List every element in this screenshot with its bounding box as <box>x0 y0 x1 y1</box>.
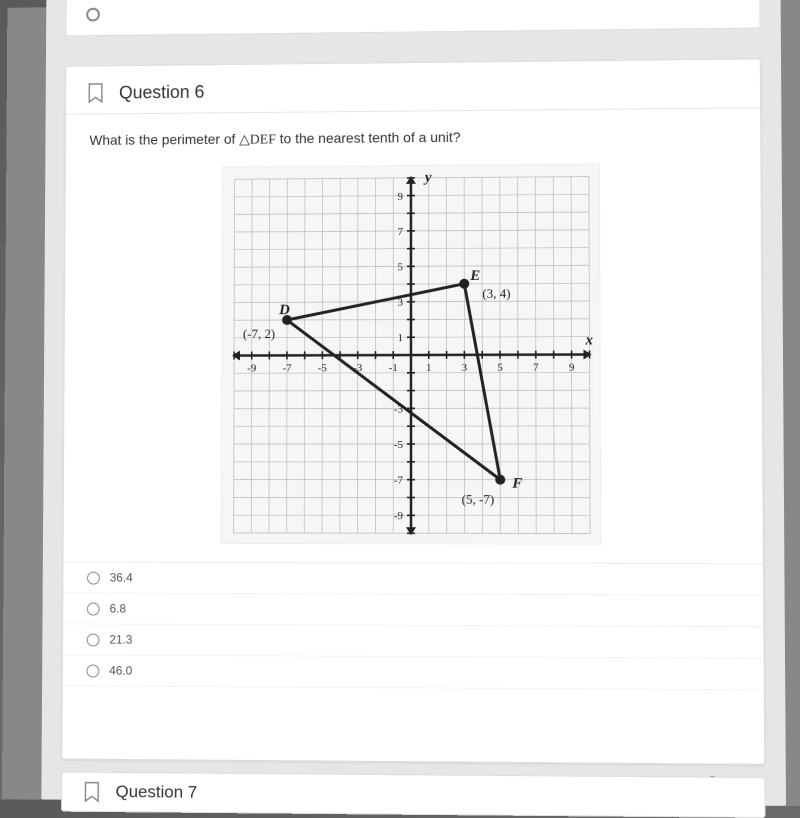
svg-text:-9: -9 <box>394 510 403 522</box>
svg-text:y: y <box>423 170 432 186</box>
question-prompt: What is the perimeter of △DEF to the nea… <box>89 126 736 149</box>
question-card: Question 6 What is the perimeter of △DEF… <box>61 58 765 764</box>
svg-text:E: E <box>469 268 480 284</box>
screen-surface: Question 6 What is the perimeter of △DEF… <box>2 0 800 806</box>
chart-container: -9-7-5-3-113579-9-7-5-313579yxD(-7, 2)E(… <box>87 158 738 551</box>
answer-option[interactable]: 46.0 <box>63 655 764 690</box>
answer-option[interactable]: 6.8 <box>63 593 763 627</box>
answer-option[interactable]: 36.4 <box>63 563 763 596</box>
question-body: What is the perimeter of △DEF to the nea… <box>64 108 763 561</box>
svg-text:D: D <box>278 302 290 318</box>
coordinate-graph: -9-7-5-3-113579-9-7-5-313579yxD(-7, 2)E(… <box>221 164 602 545</box>
triangle-symbol: △DEF <box>239 133 276 148</box>
answer-label: 6.8 <box>110 602 127 616</box>
svg-text:7: 7 <box>533 362 539 374</box>
svg-text:9: 9 <box>398 191 403 203</box>
svg-text:9: 9 <box>569 361 575 373</box>
answer-label: 21.3 <box>109 633 132 647</box>
svg-text:(5, -7): (5, -7) <box>462 493 495 507</box>
radio-icon[interactable] <box>87 602 100 615</box>
svg-text:-5: -5 <box>394 439 404 451</box>
svg-text:1: 1 <box>398 332 403 344</box>
answer-label: 36.4 <box>110 571 133 585</box>
svg-text:-5: -5 <box>318 362 328 374</box>
radio-icon[interactable] <box>87 633 100 646</box>
svg-text:F: F <box>511 476 522 492</box>
svg-text:-9: -9 <box>247 362 256 374</box>
svg-text:(-7, 2): (-7, 2) <box>243 327 275 341</box>
svg-text:-1: -1 <box>389 362 398 374</box>
svg-text:-7: -7 <box>394 475 404 487</box>
radio-icon[interactable] <box>87 571 100 584</box>
svg-text:5: 5 <box>497 362 503 374</box>
radio-stub <box>86 8 100 22</box>
svg-text:-7: -7 <box>282 362 292 374</box>
radio-icon[interactable] <box>86 664 99 677</box>
svg-text:3: 3 <box>462 362 468 374</box>
prompt-prefix: What is the perimeter of <box>89 131 239 148</box>
svg-text:7: 7 <box>398 226 404 238</box>
prompt-suffix: to the nearest tenth of a unit? <box>276 129 461 146</box>
question-header: Question 6 <box>66 59 760 114</box>
answer-label: 46.0 <box>109 664 132 678</box>
svg-text:5: 5 <box>398 261 404 273</box>
answer-list: 36.4 6.8 21.3 46.0 <box>63 562 764 691</box>
svg-text:1: 1 <box>426 362 431 374</box>
svg-text:x: x <box>584 332 593 348</box>
answer-option[interactable]: 21.3 <box>63 624 764 658</box>
next-question-card: Question 7 <box>61 772 766 818</box>
svg-text:(3, 4): (3, 4) <box>482 286 510 300</box>
bookmark-icon[interactable] <box>86 82 106 104</box>
question-number: Question 6 <box>119 81 204 102</box>
